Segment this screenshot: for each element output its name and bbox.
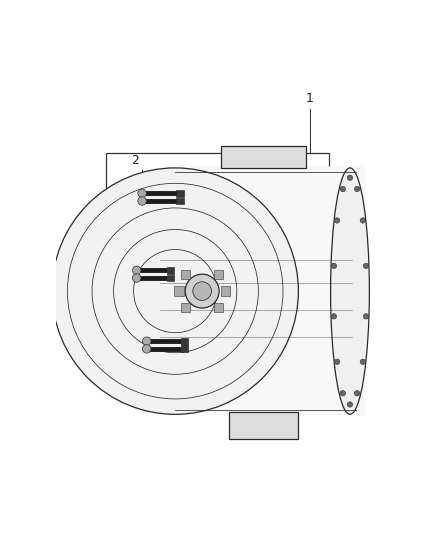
Circle shape [331, 263, 337, 269]
Circle shape [335, 218, 340, 223]
Bar [167, 274, 174, 281]
Ellipse shape [331, 168, 369, 414]
FancyBboxPatch shape [229, 412, 298, 439]
Bar [214, 270, 223, 279]
Ellipse shape [250, 168, 278, 414]
Bar [180, 338, 188, 345]
Text: 2: 2 [131, 154, 139, 167]
Circle shape [340, 391, 346, 396]
Circle shape [364, 313, 369, 319]
Circle shape [142, 337, 151, 345]
Bar [180, 345, 188, 352]
Bar [181, 303, 191, 312]
Circle shape [360, 359, 366, 365]
Bar [174, 287, 184, 296]
Circle shape [360, 218, 366, 223]
Ellipse shape [52, 168, 298, 414]
Circle shape [138, 197, 146, 205]
Bar [221, 287, 230, 296]
Text: 1: 1 [306, 92, 314, 105]
Circle shape [347, 175, 353, 181]
Circle shape [193, 282, 212, 301]
Bar [176, 190, 184, 197]
Bar [167, 267, 174, 274]
Circle shape [142, 345, 151, 353]
Bar [181, 270, 191, 279]
Circle shape [331, 313, 337, 319]
Circle shape [185, 274, 219, 308]
Circle shape [132, 266, 141, 274]
Bar [214, 303, 223, 312]
Circle shape [335, 359, 340, 365]
Circle shape [364, 263, 369, 269]
Circle shape [354, 391, 360, 396]
Bar [176, 198, 184, 205]
Circle shape [138, 189, 146, 198]
FancyBboxPatch shape [221, 147, 306, 168]
Circle shape [340, 187, 346, 192]
Bar [106, 152, 329, 384]
Circle shape [347, 402, 353, 407]
Circle shape [132, 274, 141, 282]
FancyBboxPatch shape [162, 166, 365, 416]
Circle shape [354, 187, 360, 192]
